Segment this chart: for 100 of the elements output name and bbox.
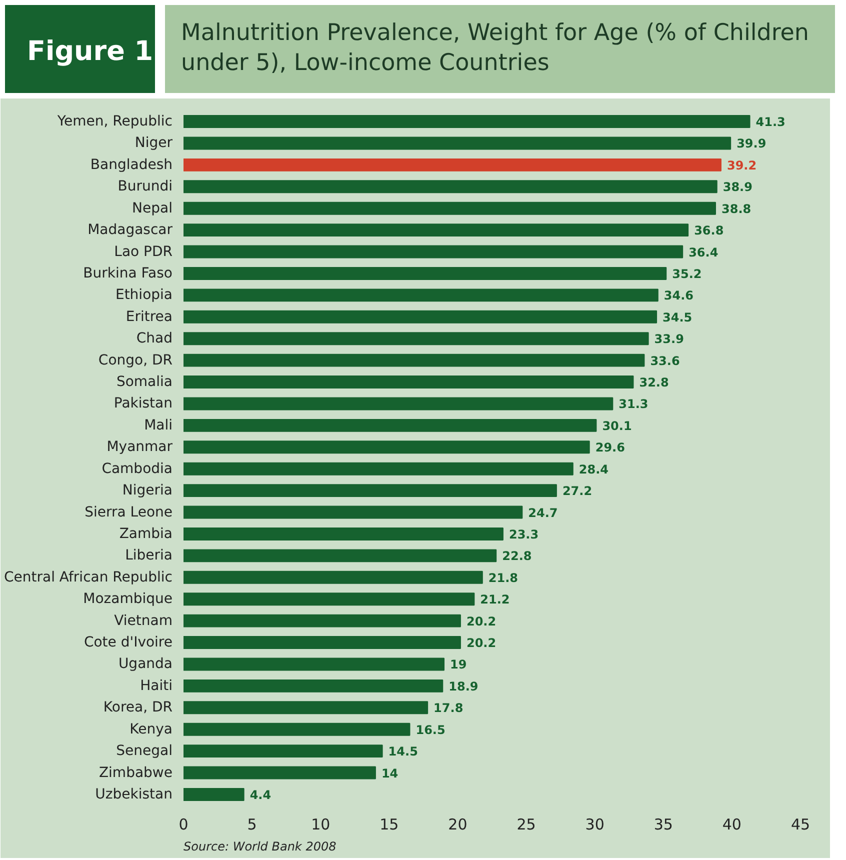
y-tick-label: Kenya [130,721,173,738]
x-tick-label: 25 [516,816,536,834]
bar [184,180,718,194]
y-tick-label: Lao PDR [114,244,173,260]
bar [184,506,523,519]
y-tick-label: Ethiopia [115,287,173,304]
data-label: 23.3 [508,527,539,542]
y-tick-label: Burkina Faso [83,265,173,282]
bar [184,528,504,540]
data-label: 35.2 [672,266,702,281]
bar [184,701,428,714]
x-tick-label: 20 [448,816,468,834]
bar [184,744,383,758]
data-label: 39.2 [726,158,757,172]
bar [184,418,597,432]
y-tick-label: Vietnam [114,612,173,629]
y-tick-label: Niger [134,135,173,152]
data-label: 18.9 [448,679,478,694]
bar [184,267,667,280]
data-label: 21.8 [488,570,518,585]
x-tick-label: 0 [178,816,188,834]
y-tick-label: Nepal [132,200,173,216]
data-label: 33.6 [650,354,680,368]
y-tick-label: Uganda [118,656,173,672]
bar [184,245,684,258]
y-tick-label: Sierra Leone [84,504,173,520]
bar [184,310,658,324]
data-label: 28.4 [578,462,609,476]
caption: Figure 1 [27,35,154,69]
bar [184,658,445,671]
y-tick-label: Senegal [116,743,172,760]
bar [184,679,444,692]
x-tick-label: 45 [790,816,810,834]
y-tick-label: Chad [136,330,173,347]
data-label: 19 [450,658,467,672]
y-tick-label: Nigeria [122,482,173,499]
y-tick-label: Mali [144,417,172,434]
source-note: Source: World Bank 2008 [184,840,337,854]
bar [184,354,645,367]
y-tick-label: Korea, DR [103,700,173,716]
x-tick-label: 10 [311,816,330,834]
y-tick-label: Cote d'Ivoire [84,634,173,651]
data-label: 36.4 [688,245,718,260]
x-tick-label: 40 [722,816,742,834]
bar [184,115,750,128]
data-label: 29.6 [595,440,625,455]
data-label: 20.2 [466,636,496,650]
x-tick-label: 5 [247,816,257,834]
bar [184,288,658,302]
data-label: 21.2 [480,592,510,607]
data-label: 20.2 [466,614,496,628]
bar [184,722,410,736]
data-label: 32.8 [639,376,669,390]
y-tick-label: Uzbekistan [95,786,172,802]
y-tick-label: Yemen, Republic [56,114,173,130]
data-label: 24.7 [528,506,558,520]
data-label: 33.9 [654,332,684,346]
bar [184,592,475,606]
y-tick-label: Madagascar [88,222,173,238]
bar [184,766,376,780]
data-label: 17.8 [434,701,464,716]
bar [184,440,590,454]
data-label: 27.2 [562,484,592,498]
bar [184,549,497,562]
y-tick-label: Central African Republic [4,569,173,586]
data-label: 39.9 [736,136,766,151]
y-tick-label: Zimbabwe [98,764,173,781]
bar [184,332,649,346]
x-tick-label: 30 [585,816,604,834]
data-label: 41.3 [756,115,786,130]
y-tick-label: Myanmar [106,439,173,456]
y-tick-label: Pakistan [114,396,172,412]
data-label: 34.5 [662,310,692,324]
data-label: 14.5 [388,744,418,759]
x-tick-label: 15 [380,816,399,834]
data-label: 34.6 [664,288,694,303]
y-tick-label: Somalia [116,374,173,390]
bar [184,397,614,410]
bar [184,202,716,215]
y-tick-label: Bangladesh [90,156,173,173]
y-tick-label: Burundi [118,178,173,195]
bar [184,158,722,172]
x-tick-label: 35 [654,816,673,834]
y-tick-label: Liberia [125,548,173,564]
y-tick-label: Cambodia [102,460,173,477]
bar [184,636,461,649]
y-tick-label: Zambia [119,526,173,542]
y-tick-label: Congo, DR [98,352,173,368]
data-label: 14 [381,766,398,780]
bar [184,484,557,498]
bar [184,788,244,801]
bar [184,224,689,237]
data-label: 38.9 [722,180,752,194]
data-label: 16.5 [416,722,446,737]
data-label: 36.8 [694,224,724,238]
data-label: 30.1 [602,418,632,433]
bar [184,136,732,150]
y-tick-label: Eritrea [126,308,173,325]
bar [184,614,461,628]
data-label: 22.8 [502,549,532,564]
